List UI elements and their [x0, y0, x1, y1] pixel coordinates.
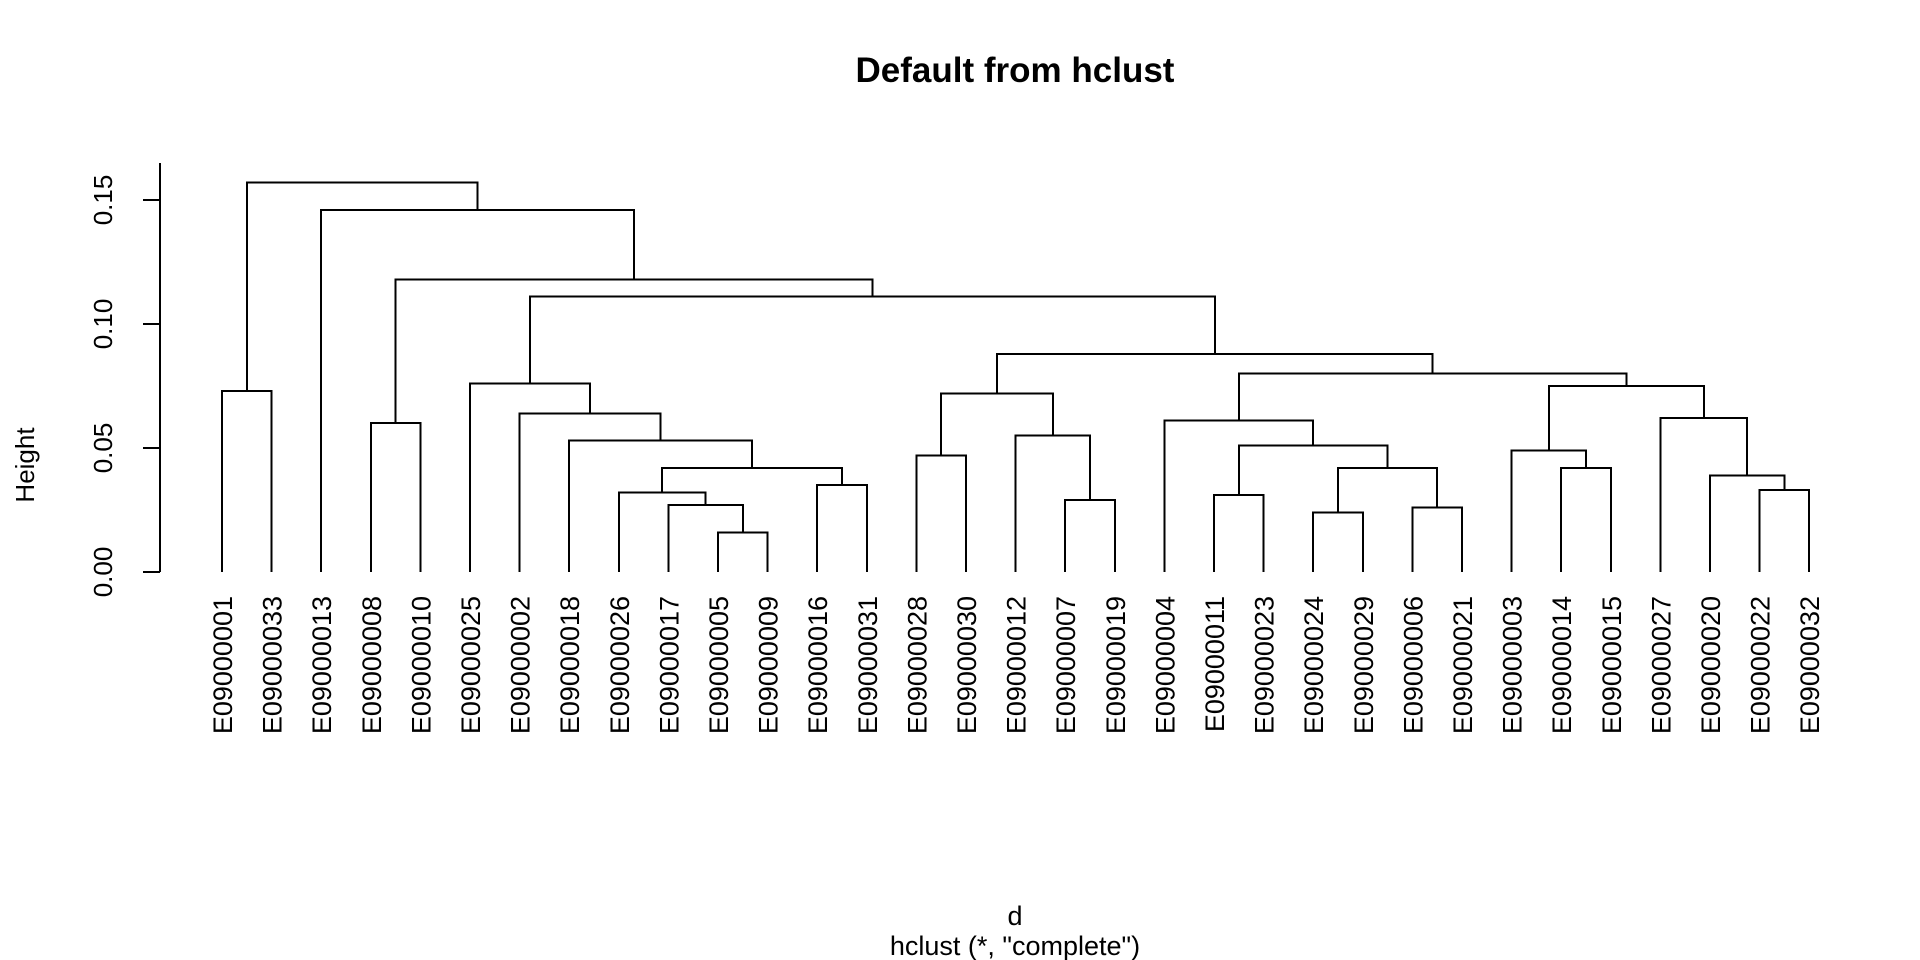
merge-link-m8: [1758, 489, 1811, 572]
leaf-label: E09000021: [1448, 596, 1478, 734]
merge-link-m26: [469, 382, 592, 572]
merge-link-m9: [816, 484, 868, 572]
leaf-label: E09000031: [853, 596, 883, 734]
leaf-label: E09000010: [406, 596, 436, 734]
y-tick-label: 0.00: [88, 547, 118, 598]
merge-link-m31: [320, 208, 636, 572]
leaf-label: E09000006: [1398, 596, 1428, 734]
merge-link-m21: [1659, 417, 1749, 572]
leaf-label: E09000026: [605, 596, 635, 734]
leaf-label: E09000028: [902, 596, 932, 734]
merge-link-m5: [1064, 499, 1116, 572]
leaf-label: E09000002: [506, 596, 536, 734]
merge-link-m4: [667, 504, 744, 572]
merge-link-m29: [529, 295, 1216, 384]
leaf-label: E09000027: [1646, 596, 1676, 734]
leaf-label: E09000013: [307, 596, 337, 734]
merge-link-m19: [369, 422, 422, 572]
method-subtitle: hclust (*, "complete"): [890, 931, 1140, 960]
merge-link-m17: [568, 439, 754, 572]
leaf-label: E09000014: [1547, 596, 1577, 734]
merge-link-m14: [915, 454, 967, 572]
merge-link-m13: [1560, 466, 1612, 572]
leaf-label: E09000018: [555, 596, 585, 734]
leaf-label: E09000016: [803, 596, 833, 734]
merge-link-m12: [1337, 466, 1439, 513]
merge-link-m27: [1237, 372, 1628, 421]
merge-link-m3: [1411, 506, 1463, 572]
merge-link-m16: [1237, 444, 1389, 496]
merge-link-m24: [221, 389, 273, 572]
leaf-label: E09000015: [1597, 596, 1627, 734]
leaf-label: E09000025: [456, 596, 486, 734]
merge-link-m20: [1163, 419, 1315, 572]
leaf-label: E09000023: [1250, 596, 1280, 734]
merge-link-m11: [661, 466, 843, 493]
leaf-label: E09000022: [1746, 596, 1776, 734]
y-tick-label: 0.05: [88, 423, 118, 474]
leaf-label: E09000024: [1299, 596, 1329, 734]
merge-link-m2: [1312, 511, 1364, 572]
leaf-label: E09000001: [208, 596, 238, 734]
leaf-label: E09000007: [1051, 596, 1081, 734]
leaf-label: E09000011: [1200, 596, 1230, 732]
chart-title: Default from hclust: [856, 51, 1175, 90]
leaf-label: E09000032: [1795, 596, 1825, 734]
leaf-label: E09000020: [1696, 596, 1726, 734]
merge-link-m30: [394, 278, 874, 424]
leaf-label: E09000019: [1101, 596, 1131, 734]
leaf-label: E09000012: [1002, 596, 1032, 734]
merge-link-m6: [1213, 494, 1265, 572]
merge-link-m1: [717, 531, 769, 572]
y-tick-label: 0.10: [88, 299, 118, 350]
x-axis-label: d: [1007, 901, 1022, 931]
leaf-label: E09000009: [754, 596, 784, 734]
merge-link-m23: [940, 392, 1054, 456]
leaf-label: E09000004: [1150, 596, 1180, 734]
y-tick-label: 0.15: [88, 175, 118, 226]
leaf-label: E09000017: [654, 596, 684, 734]
merge-link-m18: [1014, 434, 1091, 572]
leaf-label: E09000033: [258, 596, 288, 734]
merge-link-m32: [245, 181, 479, 391]
leaf-labels: E09000001 E09000033 E09000013 E09000008 E090…: [208, 596, 1825, 734]
y-ticks: 0.00 0.05 0.10 0.15: [88, 175, 160, 598]
leaf-label: E09000029: [1349, 596, 1379, 734]
dendrogram-tree: [221, 181, 1811, 572]
leaf-label: E09000005: [704, 596, 734, 734]
leaf-label: E09000008: [357, 596, 387, 734]
leaf-label: E09000030: [952, 596, 982, 734]
leaf-label: E09000003: [1498, 596, 1528, 734]
y-axis-label: Height: [10, 427, 40, 503]
